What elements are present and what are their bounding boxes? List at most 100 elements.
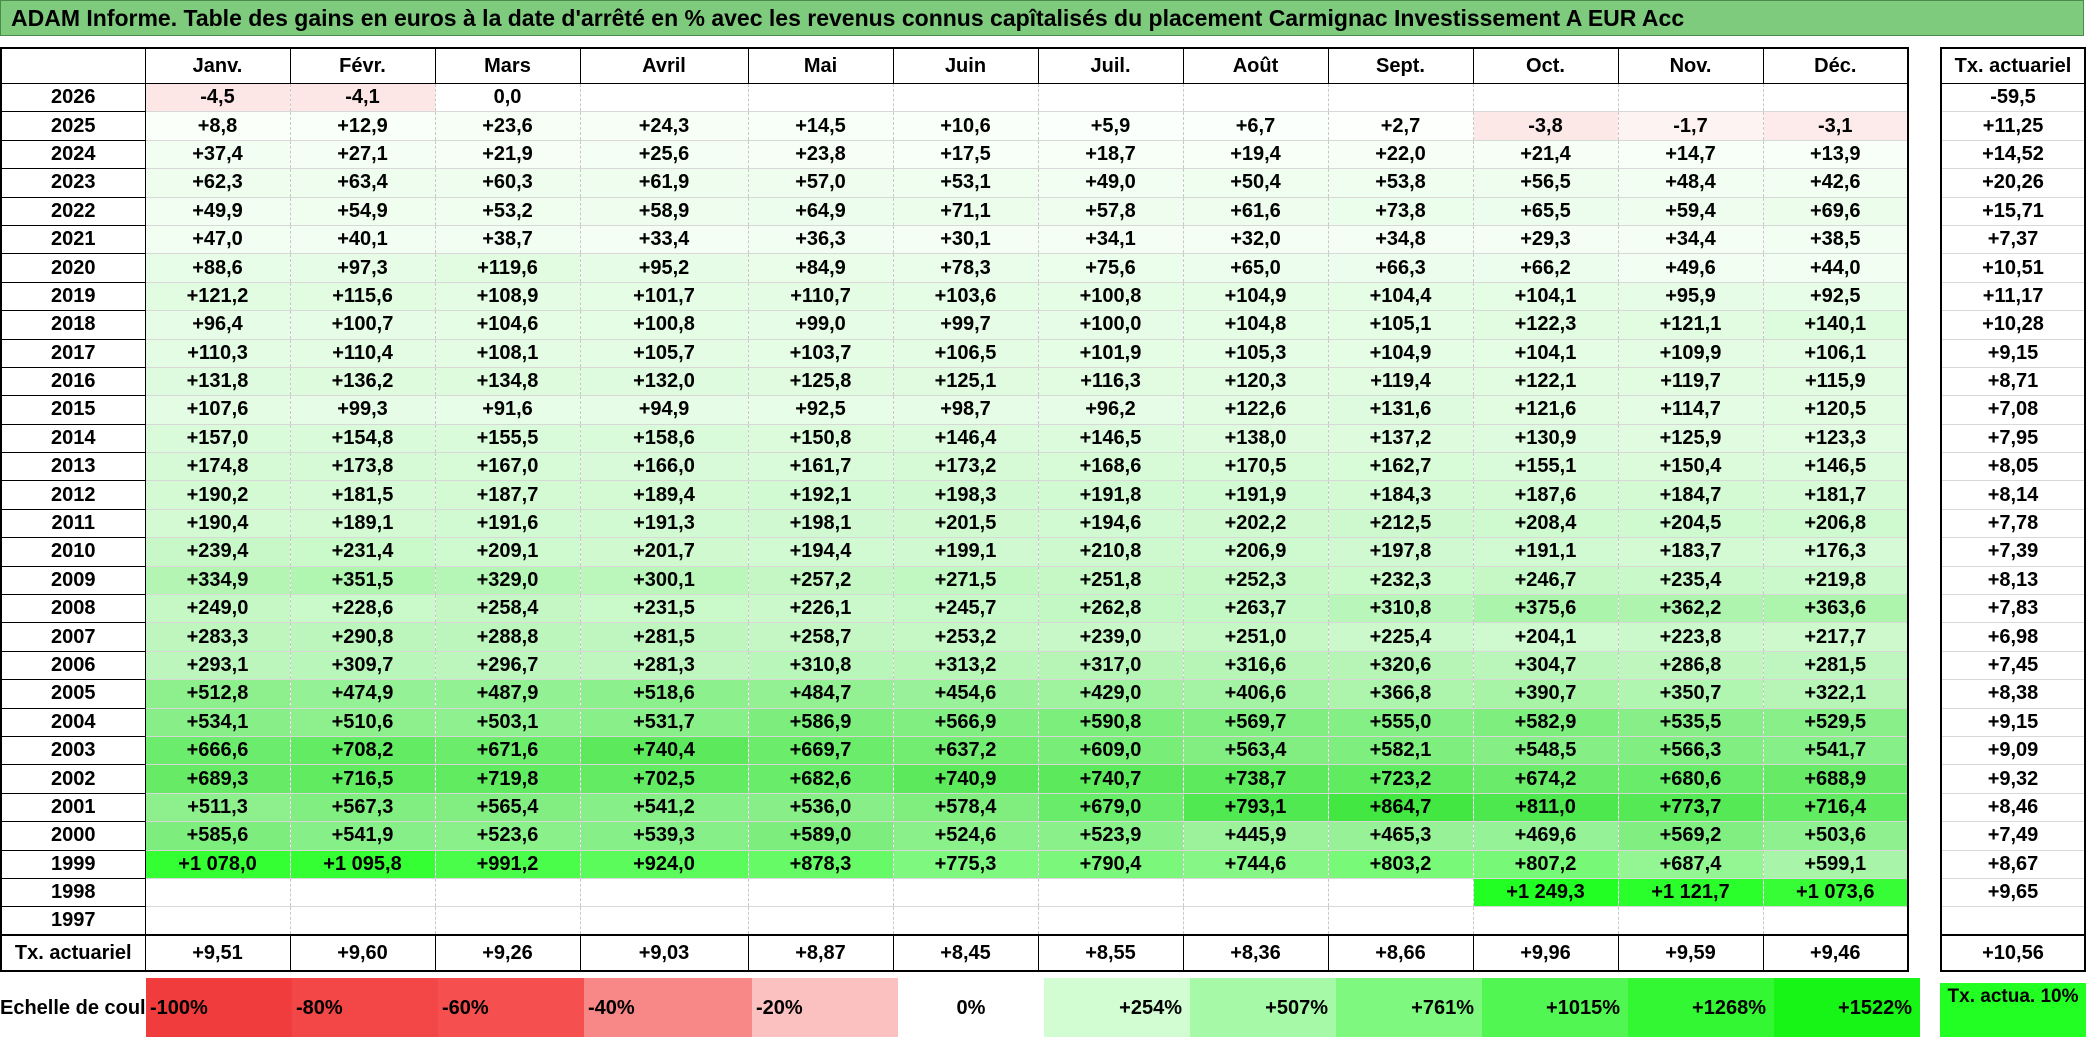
- gain-cell: +184,7: [1617, 480, 1764, 510]
- table-row: 2016 +131,8 +136,2 +134,8 +132,0 +125,8 +125,1…: [1, 367, 1909, 397]
- gain-cell: +189,4: [579, 480, 749, 510]
- gain-cell: +75,6: [1037, 253, 1184, 283]
- gain-cell: +104,1: [1472, 339, 1619, 368]
- gain-cell: +689,3: [144, 764, 291, 794]
- gain-cell: +682,6: [747, 764, 894, 794]
- gain-cell: [434, 878, 581, 908]
- rate-header: Tx. actuariel: [1941, 48, 2085, 84]
- gain-cell: +351,5: [289, 566, 436, 596]
- gain-cell: +106,5: [892, 339, 1039, 368]
- gain-cell: +191,1: [1472, 537, 1619, 567]
- rate-value: +7,95: [1941, 424, 2085, 454]
- gain-cell: +512,8: [144, 679, 291, 709]
- gain-cell: +296,7: [434, 651, 581, 681]
- gain-cell: +137,2: [1327, 424, 1474, 454]
- year-label: 2006: [1, 651, 146, 681]
- rate-value: [1941, 906, 2085, 936]
- gain-cell: +228,6: [289, 594, 436, 624]
- gain-cell: +125,9: [1617, 424, 1764, 454]
- gain-cell: +510,6: [289, 708, 436, 737]
- gain-cell: [579, 83, 749, 113]
- table-row: 2006 +293,1 +309,7 +296,7 +281,3 +310,8 +313,2…: [1, 651, 1909, 681]
- rate-row: -59,5: [1941, 83, 2085, 113]
- year-label: 2000: [1, 821, 146, 851]
- gain-cell: +166,0: [579, 452, 749, 482]
- gain-cell: +811,0: [1472, 793, 1619, 823]
- gain-cell: +115,9: [1762, 367, 1909, 397]
- table-row: 2014 +157,0 +154,8 +155,5 +158,6 +150,8 +146,4…: [1, 424, 1909, 454]
- gain-cell: +191,6: [434, 509, 581, 539]
- gain-cell: +258,4: [434, 594, 581, 624]
- rate-row: +10,28: [1941, 310, 2085, 340]
- gain-cell: +23,6: [434, 111, 581, 141]
- gain-cell: +524,6: [892, 821, 1039, 851]
- rate-row: +7,78: [1941, 509, 2085, 539]
- table-row: 2005 +512,8 +474,9 +487,9 +518,6 +484,7 +454,6…: [1, 679, 1909, 709]
- gain-cell: +578,4: [892, 793, 1039, 823]
- gain-cell: +103,6: [892, 282, 1039, 312]
- rate-row: +11,25: [1941, 111, 2085, 141]
- year-label: 2015: [1, 395, 146, 425]
- gain-cell: [289, 906, 436, 936]
- gain-cell: +146,5: [1037, 424, 1184, 454]
- table-row: 2024 +37,4 +27,1 +21,9 +25,6 +23,8 +17,5 +18,7 +…: [1, 140, 1909, 170]
- gain-cell: +161,7: [747, 452, 894, 482]
- gain-cell: +150,4: [1617, 452, 1764, 482]
- gain-cell: +375,6: [1472, 594, 1619, 624]
- footer-rate-value: +8,66: [1328, 935, 1474, 971]
- gain-cell: +176,3: [1762, 537, 1909, 567]
- gain-cell: +523,9: [1037, 821, 1184, 851]
- year-label: 2025: [1, 111, 146, 141]
- gain-cell: 0,0: [434, 83, 581, 113]
- month-header: Juin: [892, 48, 1039, 84]
- gain-cell: +708,2: [289, 736, 436, 766]
- rate-row: +11,17: [1941, 282, 2085, 312]
- table-row: 2007 +283,3 +290,8 +288,8 +281,5 +258,7 +253,2…: [1, 622, 1909, 652]
- year-label: 2020: [1, 253, 146, 283]
- gain-cell: +110,4: [289, 339, 436, 368]
- gain-cell: +19,4: [1182, 140, 1329, 170]
- gain-cell: +54,9: [289, 197, 436, 226]
- gain-cell: [579, 906, 749, 936]
- scale-step: -20%: [752, 978, 898, 1037]
- gain-cell: +740,9: [892, 764, 1039, 794]
- gain-cell: +288,8: [434, 622, 581, 652]
- corner-cell: [1, 48, 146, 84]
- gain-cell: +173,8: [289, 452, 436, 482]
- year-label: 2004: [1, 708, 146, 737]
- gain-cell: +245,7: [892, 594, 1039, 624]
- gain-cell: +454,6: [892, 679, 1039, 709]
- gain-cell: +191,8: [1037, 480, 1184, 510]
- gain-cell: +62,3: [144, 168, 291, 198]
- table-row: 2023 +62,3 +63,4 +60,3 +61,9 +57,0 +53,1 +49,0 +…: [1, 168, 1909, 198]
- gain-cell: +534,1: [144, 708, 291, 737]
- month-header: Juil.: [1037, 48, 1184, 84]
- annual-rate-footer: Tx. actuariel +9,51 +9,60 +9,26 +9,03 +8,87 +8…: [0, 934, 1909, 972]
- gain-cell: +249,0: [144, 594, 291, 624]
- gain-cell: +208,4: [1472, 509, 1619, 539]
- year-label: 2005: [1, 679, 146, 709]
- gain-cell: +99,3: [289, 395, 436, 425]
- gain-cell: +567,3: [289, 793, 436, 823]
- rate-value: -59,5: [1941, 83, 2085, 113]
- gain-cell: +283,3: [144, 622, 291, 652]
- table-row: 2002 +689,3 +716,5 +719,8 +702,5 +682,6 +740,9…: [1, 764, 1909, 794]
- gain-cell: +738,7: [1182, 764, 1329, 794]
- year-label: 2012: [1, 480, 146, 510]
- month-header: Mai: [747, 48, 894, 84]
- gain-cell: +121,6: [1472, 395, 1619, 425]
- gain-cell: [892, 83, 1039, 113]
- gain-cell: +44,0: [1762, 253, 1909, 283]
- gain-cell: +309,7: [289, 651, 436, 681]
- gain-cell: +92,5: [1762, 282, 1909, 312]
- gain-cell: [1617, 83, 1764, 113]
- gain-cell: +991,2: [434, 850, 581, 879]
- gain-cell: +187,6: [1472, 480, 1619, 510]
- gain-cell: +194,4: [747, 537, 894, 567]
- gain-cell: [747, 906, 894, 936]
- gain-cell: +465,3: [1327, 821, 1474, 851]
- scale-step: +1268%: [1628, 978, 1774, 1037]
- gain-cell: +146,4: [892, 424, 1039, 454]
- gain-cell: [1182, 878, 1329, 908]
- year-label: 2022: [1, 197, 146, 226]
